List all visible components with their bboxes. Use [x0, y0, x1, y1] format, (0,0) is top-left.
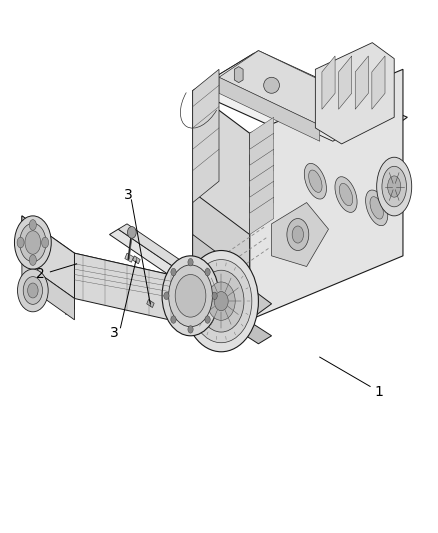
- Polygon shape: [219, 77, 320, 141]
- Polygon shape: [133, 256, 140, 264]
- Ellipse shape: [164, 292, 169, 300]
- Polygon shape: [272, 203, 328, 266]
- Polygon shape: [22, 216, 74, 290]
- Polygon shape: [193, 69, 219, 203]
- Ellipse shape: [184, 251, 258, 352]
- Polygon shape: [66, 253, 74, 314]
- Ellipse shape: [171, 268, 176, 276]
- Ellipse shape: [23, 277, 42, 304]
- Ellipse shape: [42, 237, 49, 248]
- Ellipse shape: [18, 269, 48, 312]
- Ellipse shape: [175, 274, 206, 317]
- Polygon shape: [234, 67, 243, 83]
- Polygon shape: [193, 53, 407, 160]
- Ellipse shape: [25, 231, 41, 254]
- Polygon shape: [250, 117, 274, 155]
- Polygon shape: [355, 56, 368, 109]
- Ellipse shape: [162, 256, 219, 336]
- Ellipse shape: [29, 220, 36, 230]
- Ellipse shape: [214, 292, 228, 311]
- Polygon shape: [250, 197, 274, 235]
- Polygon shape: [193, 261, 272, 320]
- Ellipse shape: [188, 326, 193, 333]
- Ellipse shape: [264, 77, 279, 93]
- Ellipse shape: [198, 270, 244, 332]
- Ellipse shape: [171, 316, 176, 324]
- Text: 2: 2: [36, 268, 45, 281]
- Ellipse shape: [388, 176, 401, 197]
- Polygon shape: [250, 165, 274, 203]
- Polygon shape: [250, 149, 274, 187]
- Polygon shape: [250, 181, 274, 219]
- Polygon shape: [184, 288, 272, 344]
- Polygon shape: [193, 235, 250, 330]
- Ellipse shape: [212, 292, 217, 300]
- Ellipse shape: [377, 157, 412, 216]
- Polygon shape: [372, 56, 385, 109]
- Ellipse shape: [14, 216, 51, 269]
- Ellipse shape: [335, 177, 357, 212]
- Polygon shape: [193, 192, 250, 320]
- Polygon shape: [118, 224, 201, 280]
- Polygon shape: [250, 69, 403, 320]
- Text: 3: 3: [124, 188, 133, 201]
- Polygon shape: [322, 56, 335, 109]
- Ellipse shape: [169, 265, 212, 327]
- Ellipse shape: [304, 164, 326, 199]
- Ellipse shape: [292, 226, 304, 243]
- Polygon shape: [193, 274, 201, 325]
- Polygon shape: [339, 56, 352, 109]
- Polygon shape: [219, 51, 359, 125]
- Ellipse shape: [339, 183, 353, 206]
- Text: 1: 1: [374, 385, 383, 399]
- Polygon shape: [250, 133, 274, 171]
- Ellipse shape: [17, 237, 24, 248]
- Ellipse shape: [382, 166, 406, 207]
- Ellipse shape: [205, 316, 210, 324]
- Text: 3: 3: [110, 326, 119, 340]
- Ellipse shape: [20, 223, 46, 262]
- Ellipse shape: [287, 219, 309, 251]
- Ellipse shape: [28, 283, 38, 298]
- Ellipse shape: [191, 260, 252, 343]
- Ellipse shape: [127, 227, 136, 238]
- Ellipse shape: [370, 197, 383, 219]
- Polygon shape: [147, 300, 154, 308]
- Ellipse shape: [205, 268, 210, 276]
- Ellipse shape: [366, 190, 388, 225]
- Ellipse shape: [207, 282, 235, 320]
- Polygon shape: [74, 253, 193, 325]
- Polygon shape: [193, 91, 250, 320]
- Polygon shape: [22, 216, 74, 298]
- Ellipse shape: [188, 259, 193, 266]
- Polygon shape: [315, 43, 394, 144]
- Polygon shape: [66, 253, 193, 285]
- Ellipse shape: [309, 170, 322, 192]
- Polygon shape: [22, 261, 74, 320]
- Ellipse shape: [29, 255, 36, 265]
- Polygon shape: [110, 229, 193, 285]
- Polygon shape: [206, 51, 385, 141]
- Polygon shape: [125, 253, 134, 262]
